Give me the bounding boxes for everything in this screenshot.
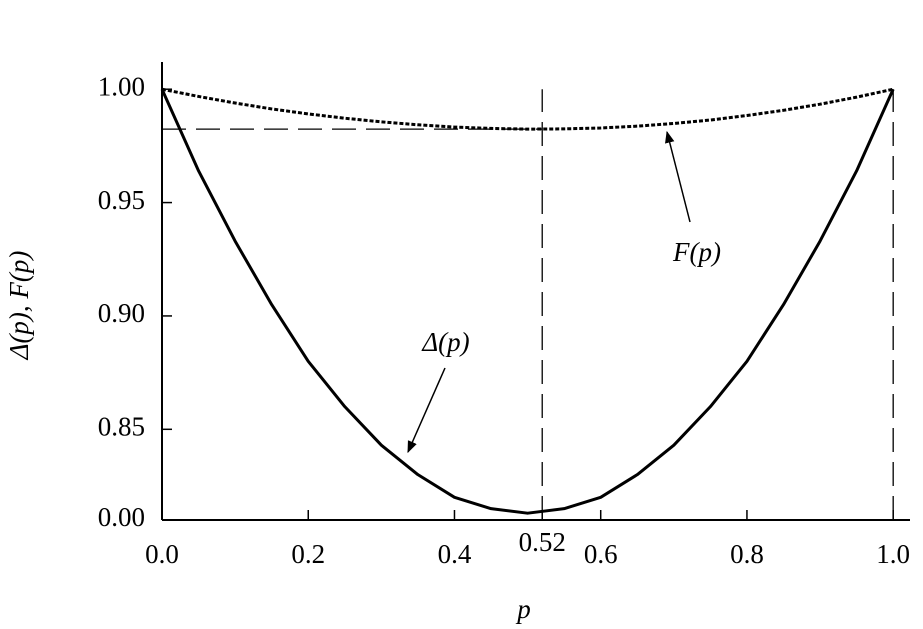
- x-tick-label: 0.4: [438, 539, 472, 569]
- x-tick-label: 1.0: [876, 539, 910, 569]
- data-line: [161, 87, 894, 131]
- annotation: Δ(p): [421, 327, 469, 357]
- x-tick-label: 0.0: [145, 539, 179, 569]
- annotation-arrow: [407, 367, 446, 454]
- y-tick-label: 0.90: [98, 298, 145, 328]
- x-tick-label: 0.6: [584, 539, 618, 569]
- x-tick-label: 0.2: [291, 539, 325, 569]
- y-tick-label: 1.00: [98, 71, 145, 101]
- y-tick-label: 0.85: [98, 412, 145, 442]
- x-axis-label: p: [515, 594, 531, 624]
- y-axis-label: Δ(p), F(p): [4, 251, 34, 361]
- y-tick-label: 0.00: [98, 502, 145, 532]
- annotation: F(p): [672, 237, 721, 267]
- y-tick-label: 0.95: [98, 185, 145, 215]
- data-line: [160, 88, 895, 515]
- x-tick-label: 0.8: [730, 539, 764, 569]
- annotation-arrow: [665, 130, 691, 223]
- x-tick-label: 0.52: [519, 527, 566, 557]
